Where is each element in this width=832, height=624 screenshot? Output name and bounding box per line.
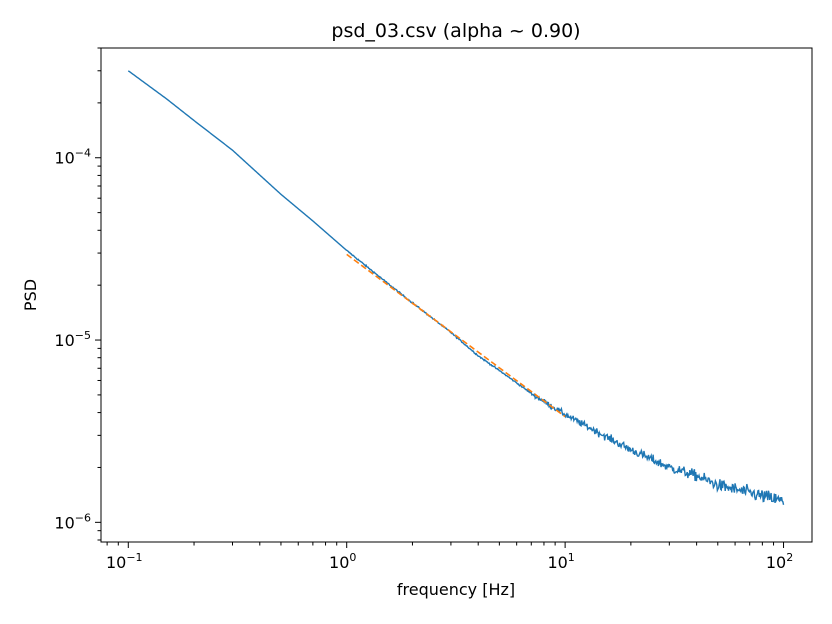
y-axis-ticks: 10−6 10−5 10−4 bbox=[54, 47, 101, 541]
x-axis-ticks: 10−1 100 101 102 bbox=[106, 542, 793, 572]
series-layer bbox=[127, 70, 785, 505]
axes-frame bbox=[100, 47, 813, 543]
y-tick-label: 10−5 bbox=[54, 329, 91, 350]
x-axis-label: frequency [Hz] bbox=[397, 580, 515, 599]
y-axis-label: PSD bbox=[21, 279, 40, 311]
y-tick-label: 10−4 bbox=[54, 147, 91, 168]
x-tick-label: 100 bbox=[329, 551, 356, 572]
plot-area bbox=[100, 47, 813, 543]
fit-line bbox=[346, 253, 566, 418]
chart-title: psd_03.csv (alpha ~ 0.90) bbox=[331, 20, 580, 42]
y-tick-label: 10−6 bbox=[54, 511, 91, 532]
x-tick-label: 10−1 bbox=[106, 551, 143, 572]
x-tick-label: 101 bbox=[547, 551, 574, 572]
x-tick-label: 102 bbox=[766, 551, 793, 572]
